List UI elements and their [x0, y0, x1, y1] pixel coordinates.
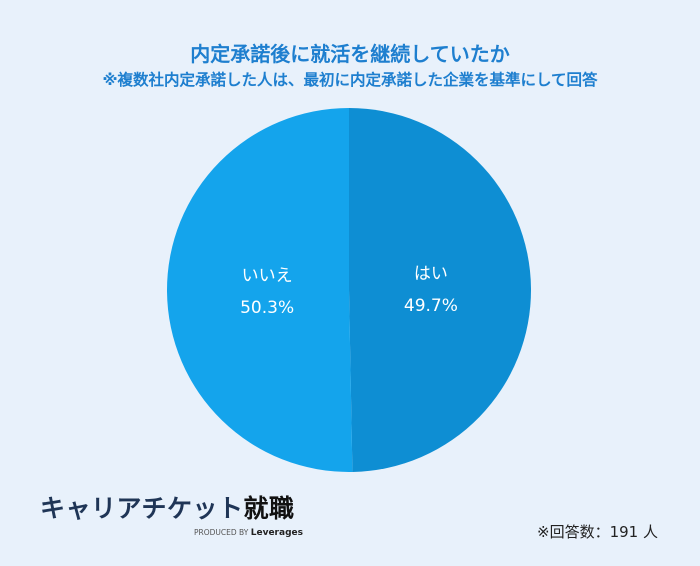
slice-value-0: 49.7%: [404, 296, 458, 316]
pie-slices: [167, 108, 532, 472]
chart-title: 内定承諾後に就活を継続していたか: [190, 42, 510, 66]
logo-produced-by: PRODUCED BY Leverages: [194, 528, 303, 538]
pie-slice-1: [167, 108, 353, 472]
logo-brand: Leverages: [250, 528, 303, 538]
pie-slice-0: [349, 108, 532, 472]
pie-labels: はい 49.7% いいえ 50.3%: [240, 264, 458, 318]
slice-label-0: はい: [414, 264, 448, 284]
respondent-count: ※回答数：191 人: [537, 523, 658, 541]
brand-logo: キャリアチケット就職 PRODUCED BY Leverages: [40, 489, 303, 538]
logo-name: キャリアチケット: [40, 494, 244, 523]
slice-value-1: 50.3%: [240, 298, 294, 318]
slice-label-1: いいえ: [242, 266, 293, 286]
chart-subtitle: ※複数社内定承諾した人は、最初に内定承諾した企業を基準にして回答: [102, 71, 598, 89]
logo-produced-label: PRODUCED BY: [194, 528, 249, 537]
logo-accent: 就職: [243, 494, 295, 523]
